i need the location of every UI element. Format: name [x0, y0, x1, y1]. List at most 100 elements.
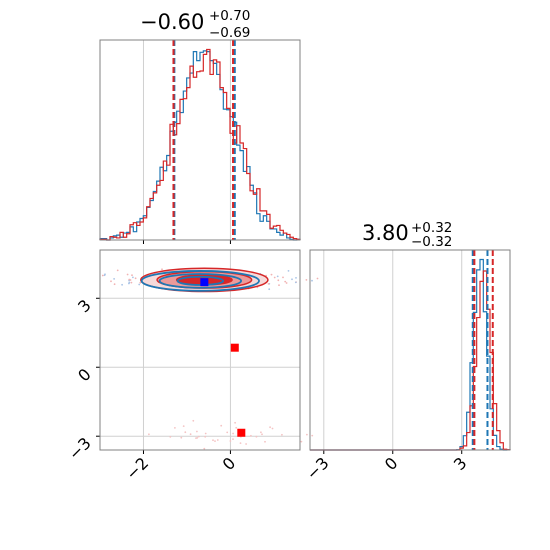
scatter-sample-point: [182, 425, 185, 427]
hist-param2-xtick-label: 3: [450, 453, 471, 474]
hist-param1-title-sup: +0.70: [209, 8, 250, 24]
scatter-sample-point: [268, 288, 271, 291]
scatter-ytick-label: 0: [74, 365, 95, 386]
scatter-sample-point: [113, 283, 116, 286]
scatter-sample-point: [128, 278, 131, 281]
hist-param2-panel: [309, 249, 511, 454]
scatter-sample-point: [131, 274, 133, 277]
scatter-sample-point: [189, 433, 192, 436]
scatter-sample-point: [250, 434, 252, 437]
scatter-sample-point: [110, 280, 112, 283]
scatter-sample-point: [196, 430, 198, 433]
scatter-sample-point: [197, 435, 200, 438]
scatter-sample-point: [132, 276, 134, 279]
scatter-sample-point: [300, 440, 303, 443]
scatter-frame: [99, 249, 301, 451]
scatter-sample-point: [116, 269, 119, 272]
hist-param2-title-sub: −0.32: [411, 234, 452, 250]
scatter-sample-point: [232, 432, 235, 435]
scatter-sample-point: [305, 279, 308, 281]
scatter-param1-param2-panel: [96, 249, 319, 454]
scatter-xtick-label: −2: [122, 453, 152, 483]
scatter-contour-line-0: [140, 270, 260, 292]
scatter-sample-point: [138, 283, 141, 286]
scatter-sample-point: [235, 426, 238, 429]
scatter-sample-point: [121, 283, 123, 286]
scatter-sample-point: [229, 440, 232, 442]
scatter-sample-point: [245, 443, 248, 445]
scatter-sample-point: [127, 282, 130, 285]
scatter-sample-point: [212, 439, 214, 442]
scatter-sample-point: [271, 427, 274, 430]
scatter-sample-point: [232, 438, 234, 440]
scatter-sample-point: [161, 268, 163, 271]
scatter-marker-2: [237, 428, 246, 437]
scatter-sample-point: [285, 282, 288, 284]
scatter-sample-point: [148, 433, 150, 436]
scatter-sample-point: [294, 281, 297, 284]
scatter-marker-1: [230, 343, 239, 352]
scatter-sample-point: [282, 276, 284, 279]
scatter-sample-point: [273, 276, 276, 279]
scatter-sample-point: [204, 432, 207, 435]
scatter-marker-0: [200, 278, 209, 287]
hist-param2-xtick-label: 0: [381, 453, 402, 474]
scatter-sample-point: [226, 431, 229, 434]
scatter-sample-point: [139, 281, 142, 284]
scatter-sample-point: [270, 273, 273, 276]
scatter-sample-point: [281, 433, 283, 436]
scatter-sample-point: [101, 274, 104, 277]
scatter-sample-point: [216, 439, 219, 441]
scatter-sample-point: [255, 435, 258, 438]
scatter-sample-point: [184, 431, 187, 434]
hist-param1-title-sub: −0.69: [209, 25, 250, 41]
scatter-sample-point: [113, 278, 115, 280]
scatter-xtick-label: 0: [219, 453, 240, 474]
scatter-sample-point: [126, 273, 129, 276]
scatter-sample-point: [261, 433, 263, 436]
scatter-sample-point: [174, 427, 176, 429]
scatter-sample-point: [260, 431, 262, 434]
scatter-sample-point: [269, 426, 271, 429]
scatter-sample-point: [291, 278, 293, 281]
scatter-sample-point: [180, 436, 183, 439]
scatter-sample-point: [169, 436, 172, 438]
scatter-sample-point: [196, 437, 199, 439]
scatter-contour-line-1: [158, 273, 243, 289]
scatter-sample-point: [264, 440, 266, 443]
hist-param2-title-main: 3.80: [362, 221, 409, 245]
tick-labels: −2 0 −3 0 3 −3 0 3: [65, 296, 471, 484]
scatter-sample-point: [220, 424, 223, 427]
scatter-sample-point: [295, 277, 297, 279]
hist-param2-title: 3.80 +0.32 −0.32: [362, 220, 452, 250]
hist-param1-title: −0.60 +0.70 −0.69: [140, 8, 250, 41]
scatter-sample-point: [130, 281, 133, 284]
hist-param2-title-sup: +0.32: [411, 220, 452, 236]
hist-param1-series-1-step: [99, 48, 301, 241]
scatter-sample-point: [277, 279, 280, 282]
scatter-sample-point: [306, 433, 308, 436]
scatter-sample-point: [214, 440, 216, 442]
scatter-sample-point: [267, 283, 270, 285]
hist-param1-frame: [99, 39, 301, 241]
hist-param1-title-main: −0.60: [140, 10, 204, 34]
scatter-sample-point: [284, 280, 287, 283]
scatter-sample-point: [311, 434, 314, 437]
scatter-sample-point: [316, 277, 319, 280]
hist-param1-series-0-step: [99, 50, 301, 241]
scatter-sample-point: [203, 447, 206, 450]
scatter-sample-point: [287, 270, 290, 272]
hist-param2-series-1-step: [310, 270, 511, 451]
scatter-sample-point: [276, 275, 279, 278]
scatter-ytick-label: 3: [74, 296, 95, 317]
hist-param2-xtick-label: −3: [303, 453, 333, 483]
scatter-sample-point: [192, 419, 195, 422]
scatter-sample-point: [103, 274, 106, 277]
scatter-sample-point: [134, 277, 137, 280]
scatter-sample-point: [204, 435, 207, 438]
scatter-sample-point: [234, 421, 237, 424]
scatter-sample-point: [311, 279, 313, 282]
scatter-sample-point: [239, 442, 242, 444]
hist-param2-frame: [309, 249, 511, 451]
